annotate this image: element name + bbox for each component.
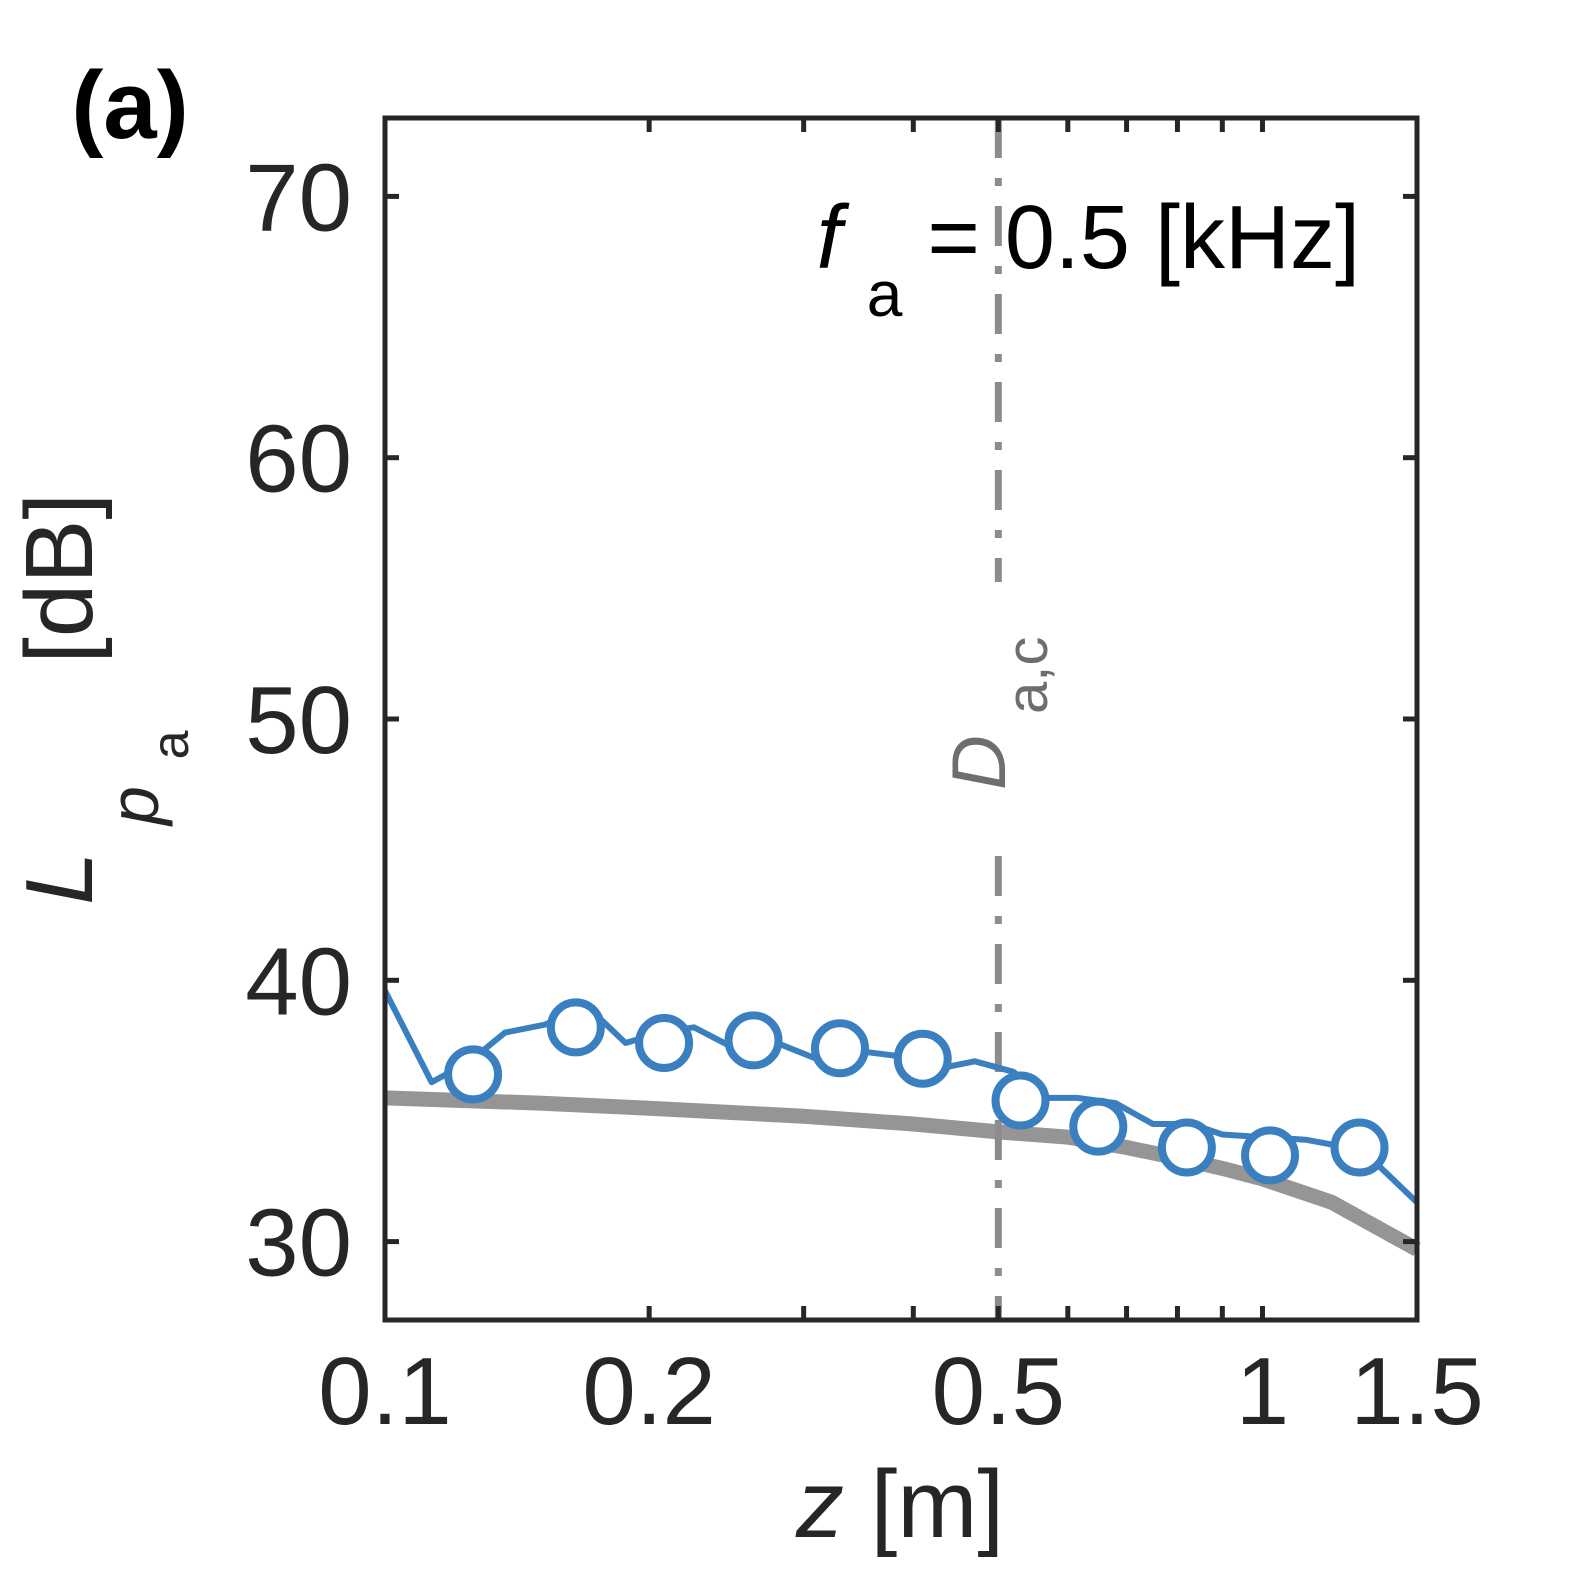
data-marker — [444, 1045, 503, 1104]
axis-ticks — [382, 118, 1420, 1320]
x-tick-label: 1 — [1236, 1338, 1289, 1445]
x-axis-unit: [m] — [871, 1451, 1004, 1558]
frequency-annotation: f a = 0.5 [kHz] — [817, 188, 1360, 336]
vline-label: D a,c — [937, 637, 1060, 790]
panel-label: (a) — [71, 52, 188, 159]
data-marker — [1157, 1118, 1216, 1177]
vline-label-symbol: D — [937, 735, 1022, 790]
y-tick-label: 70 — [245, 144, 352, 251]
x-tick-label: 0.2 — [582, 1338, 715, 1445]
y-axis-label: L p a [dB] — [6, 493, 209, 905]
y-axis-symbol: L — [6, 852, 113, 905]
measured-markers-group — [444, 998, 1389, 1185]
data-marker — [635, 1014, 694, 1073]
y-axis-unit: [dB] — [6, 493, 113, 664]
data-marker — [1069, 1097, 1128, 1156]
x-axis-symbol: z — [795, 1451, 844, 1558]
x-tick-label: 0.1 — [318, 1338, 451, 1445]
y-axis-sub: p — [95, 786, 173, 827]
data-marker — [1241, 1126, 1300, 1185]
y-tick-label: 30 — [245, 1190, 352, 1297]
x-tick-label: 0.5 — [932, 1338, 1065, 1445]
vline-label-subscript: a,c — [995, 637, 1060, 714]
frequency-value: = 0.5 [kHz] — [927, 188, 1360, 288]
y-tick-label: 40 — [245, 928, 352, 1035]
data-marker — [546, 998, 605, 1057]
data-marker — [810, 1019, 869, 1078]
x-tick-labels: 0.1 0.2 0.5 1 1.5 — [318, 1338, 1483, 1445]
data-marker — [991, 1071, 1050, 1130]
frequency-symbol: f — [817, 188, 850, 288]
y-tick-labels: 30 40 50 60 70 — [245, 144, 352, 1296]
frequency-subscript: a — [867, 258, 903, 330]
y-tick-label: 50 — [245, 667, 352, 774]
plot-area — [382, 118, 1421, 1320]
x-axis-label: z [m] — [795, 1451, 1004, 1558]
data-marker — [1330, 1118, 1389, 1177]
y-axis-subsub: a — [142, 730, 200, 759]
y-tick-label: 60 — [245, 406, 352, 513]
data-marker — [893, 1029, 952, 1088]
x-tick-label: 1.5 — [1350, 1338, 1483, 1445]
data-marker — [724, 1011, 783, 1070]
